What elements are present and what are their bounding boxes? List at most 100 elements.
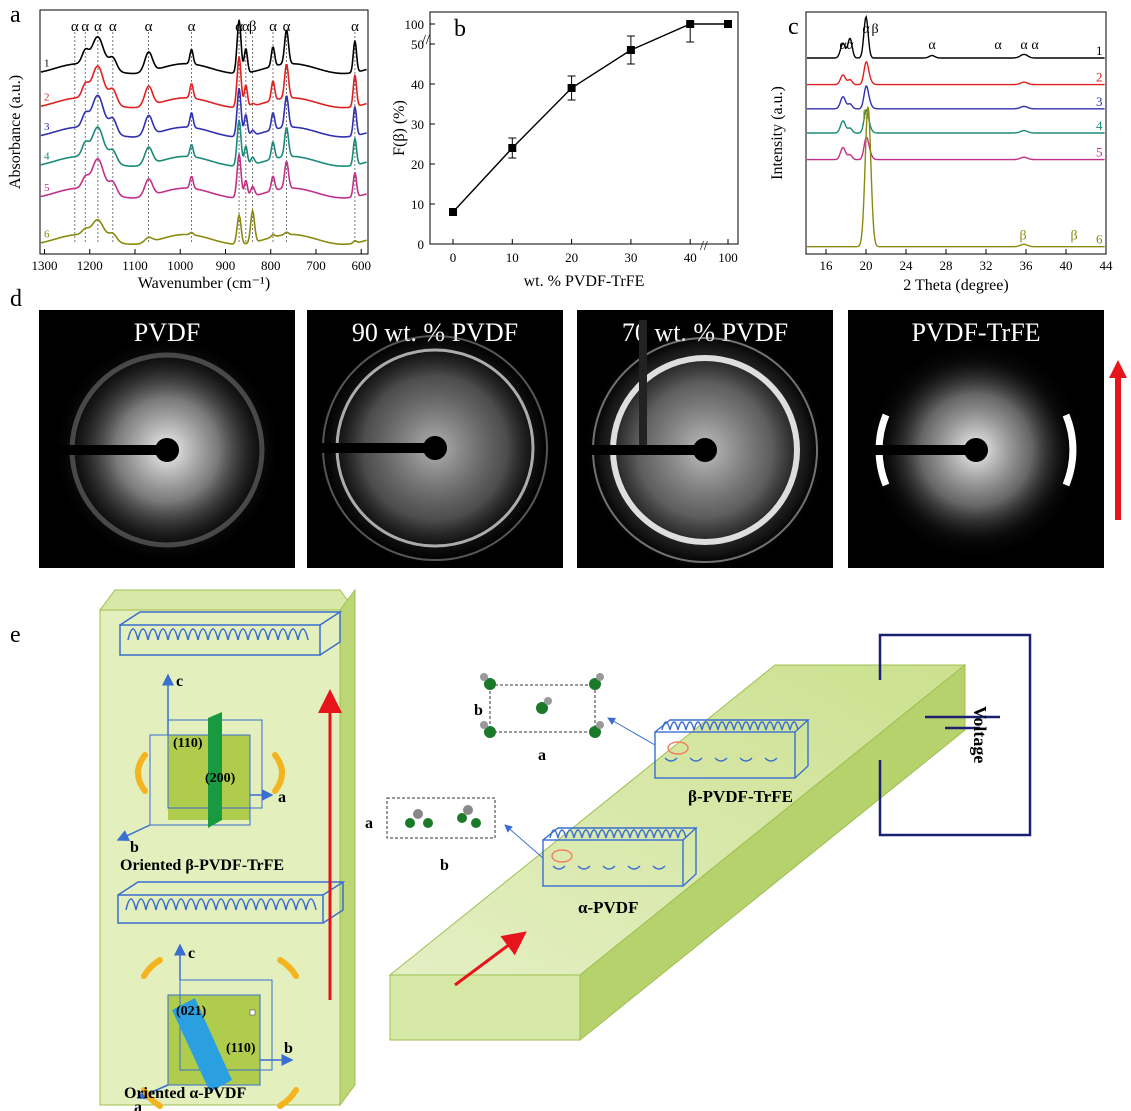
peak-label: β [1070,228,1077,243]
y-tick-label: 50 [411,37,424,52]
x-tick-label: 20 [860,258,873,273]
spectrum-3 [40,87,367,138]
x-tick-label: 1200 [77,258,103,273]
fbeta-chart: // // 0 10 20 30 40 50 100 0 10 20 30 40 100 wt. % PVDF… [391,11,739,290]
peak-marker-label: α [94,19,102,35]
series-label: 1 [1096,43,1103,58]
x-tick-label: 100 [718,250,738,265]
alpha-chain-bundle [117,881,346,924]
x-tick-label: 700 [306,258,326,273]
y-tick-label: 0 [418,237,425,252]
peak-marker-label: α [235,19,243,35]
peak-label: β [871,22,878,37]
alpha-crystal-cell [386,797,496,839]
y-tick-label: 100 [405,17,425,32]
alpha-axis-c: c [188,945,195,962]
x-tick-label: 40 [1060,258,1073,273]
alpha-unit-cell [136,943,299,1109]
xrd-pattern-pvdf-trfe: PVDF-TrFE [848,310,1104,568]
slab-alpha-chains [542,827,698,887]
x-tick-label: 30 [624,250,637,265]
series-label: 3 [1096,94,1103,109]
x-tick-label: 900 [216,258,236,273]
alpha-cell-b: b [440,857,449,874]
beta-crystal-cell [480,673,604,738]
xrd-curve-3 [807,84,1105,110]
y-tick-label: 30 [411,117,424,132]
voltage-circuit [878,633,1032,837]
peak-marker-label: α [145,19,153,35]
spectrum-5 [40,153,367,199]
peak-marker-label: α [283,19,291,35]
x-tick-label: 28 [940,258,953,273]
series-label: 4 [44,150,50,162]
x-tick-label: 1300 [32,258,58,273]
slab-beta-label: β-PVDF-TrFE [688,787,793,806]
series-label: 3 [44,121,50,133]
schematic: (110) (200) c a b Oriented β-PVDF-TrFE (… [99,588,1032,1111]
panel-label-e: e [10,622,21,648]
xrd-pattern-90-pvdf: 90 wt. % PVDF [307,310,563,568]
data-point [449,208,457,216]
slab-beta-chains [654,719,810,779]
fbeta-line [452,23,728,213]
x-tick-label: 800 [261,258,281,273]
x-tick-label: 20 [565,250,578,265]
x-tick-label: 1000 [167,258,193,273]
alpha-cell-a: a [365,815,373,832]
panel-label-d: d [10,286,22,312]
slab-arrow [454,931,527,987]
series-label: 6 [44,228,50,240]
spectrum-2 [40,56,367,109]
peak-label: α [839,38,847,53]
data-point [686,20,695,28]
data-point [626,46,635,54]
spectrum-6 [40,207,367,245]
xrd-curve-6 [807,106,1105,248]
data-point [567,84,576,92]
data-point [724,20,732,28]
xrd-pattern-pvdf: PVDF [39,310,295,568]
orientation-arrow [1109,360,1127,520]
beta-axis-a: a [278,789,286,806]
alpha-caption-html: Oriented α-PVDF [124,1085,247,1102]
alpha-plane-110: (110) [226,1041,256,1056]
series-label: 5 [44,182,50,194]
xrd-curve-1 [807,14,1105,59]
series-label: 5 [1096,145,1103,160]
film-slab [388,663,967,1042]
slab-alpha-label: α-PVDF [578,898,638,917]
xrd-curve-5 [807,136,1105,161]
beta-axis-c: c [176,673,183,690]
peak-marker-label: α [242,19,250,35]
x-tick-label: 10 [506,250,519,265]
y-axis-label: Absorbance (a.u.) [7,75,24,189]
beta-plane-200: (200) [205,771,236,786]
x-axis-label: Wavenumber (cm⁻¹) [138,275,270,292]
alpha-axis-b: b [284,1040,293,1057]
peak-marker-label: α [109,19,117,35]
beta-caption: Oriented β-PVDF-TrFE [120,857,284,874]
panel-label-c: c [788,14,799,40]
x-axis-break: // [700,239,708,254]
panel-label-a: a [10,2,21,28]
y-axis-break: // [422,33,430,48]
x-tick-label: 36 [1020,258,1034,273]
peak-label: α [846,38,854,53]
beta-unit-cell [116,673,285,841]
beta-axis-b: b [130,839,139,856]
alpha-plane-021: (021) [176,1004,207,1019]
series-label: 6 [1096,232,1103,247]
beta-chain-bundle [119,611,343,656]
series-label: 2 [44,92,50,104]
peak-label: β [1019,228,1026,243]
x-tick-label: 40 [684,250,697,265]
x-tick-label: 24 [900,258,914,273]
x-axis-label: wt. % PVDF-TrFE [524,273,645,290]
beta-cell-a: a [538,747,546,764]
peak-label: α [928,38,936,53]
y-tick-label: 40 [411,77,424,92]
peak-marker-label: α [81,19,89,35]
